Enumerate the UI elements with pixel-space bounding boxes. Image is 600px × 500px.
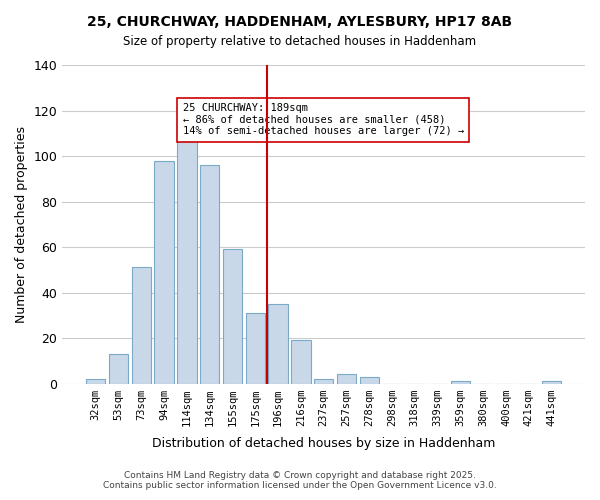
Bar bbox=[200, 165, 220, 384]
Bar bbox=[451, 382, 470, 384]
Bar bbox=[542, 382, 561, 384]
Bar bbox=[291, 340, 311, 384]
Bar bbox=[86, 379, 106, 384]
Bar bbox=[245, 313, 265, 384]
Bar bbox=[359, 376, 379, 384]
Bar bbox=[131, 268, 151, 384]
Text: 25 CHURCHWAY: 189sqm
← 86% of detached houses are smaller (458)
14% of semi-deta: 25 CHURCHWAY: 189sqm ← 86% of detached h… bbox=[182, 103, 464, 136]
Y-axis label: Number of detached properties: Number of detached properties bbox=[15, 126, 28, 323]
Text: 25, CHURCHWAY, HADDENHAM, AYLESBURY, HP17 8AB: 25, CHURCHWAY, HADDENHAM, AYLESBURY, HP1… bbox=[88, 15, 512, 29]
Text: Contains HM Land Registry data © Crown copyright and database right 2025.
Contai: Contains HM Land Registry data © Crown c… bbox=[103, 470, 497, 490]
Bar bbox=[268, 304, 288, 384]
X-axis label: Distribution of detached houses by size in Haddenham: Distribution of detached houses by size … bbox=[152, 437, 496, 450]
Bar bbox=[223, 250, 242, 384]
Bar bbox=[154, 160, 174, 384]
Bar bbox=[109, 354, 128, 384]
Bar bbox=[314, 379, 334, 384]
Bar bbox=[177, 118, 197, 384]
Bar bbox=[337, 374, 356, 384]
Text: Size of property relative to detached houses in Haddenham: Size of property relative to detached ho… bbox=[124, 35, 476, 48]
